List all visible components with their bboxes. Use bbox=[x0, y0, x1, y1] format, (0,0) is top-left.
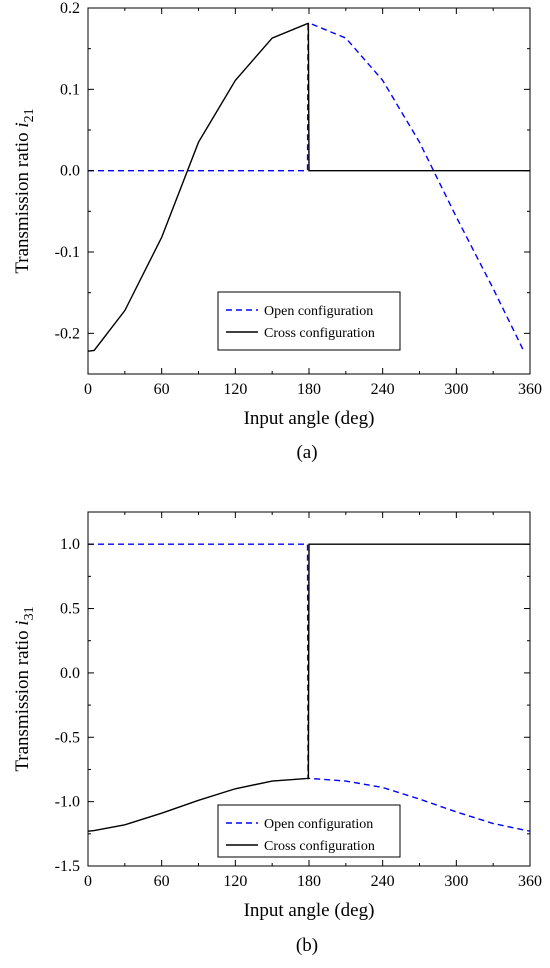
legend-box bbox=[217, 804, 401, 858]
legend-label: Cross configuration bbox=[264, 326, 375, 341]
y-axis-label-text: Transmission ratio bbox=[12, 128, 33, 274]
y-tick-label: -1.0 bbox=[55, 794, 80, 811]
x-tick-label: 120 bbox=[223, 381, 247, 398]
x-axis-label: Input angle (deg) bbox=[244, 408, 375, 429]
legend-label: Open configuration bbox=[264, 817, 373, 832]
y-tick-label: -1.5 bbox=[55, 858, 80, 875]
x-tick-label: 180 bbox=[297, 381, 321, 398]
legend-box bbox=[217, 291, 401, 351]
x-tick-label: 60 bbox=[154, 381, 170, 398]
x-tick-label: 60 bbox=[154, 873, 170, 890]
panel-caption: (a) bbox=[296, 442, 317, 463]
y-axis-label: Transmission ratio i21 bbox=[12, 108, 37, 273]
x-tick-label: 0 bbox=[84, 381, 92, 398]
y-tick-label: -0.5 bbox=[55, 729, 80, 746]
panel-a: 0 60 120 180 240 300 360 -0.2 -0.1 0.0 0.1 0.2 Input… bbox=[12, 0, 542, 463]
y-axis-label-subscript: 31 bbox=[22, 606, 37, 620]
y-tick-label: 0.0 bbox=[60, 665, 80, 682]
x-tick-label: 240 bbox=[371, 381, 395, 398]
y-tick-label: -0.2 bbox=[55, 325, 80, 342]
panel-b: 0 60 120 180 240 300 360 -1.5 -1.0 -0.5 0.0 0.5 1.0 I… bbox=[12, 511, 542, 956]
legend-label: Open configuration bbox=[264, 304, 373, 319]
series-line-cross bbox=[88, 22, 530, 352]
x-tick-label: 360 bbox=[518, 873, 542, 890]
x-tick-label: 300 bbox=[444, 381, 468, 398]
y-tick-label: -0.1 bbox=[55, 244, 80, 261]
x-tick-label: 300 bbox=[444, 873, 468, 890]
x-axis-label: Input angle (deg) bbox=[244, 900, 375, 921]
y-tick-label: 0.2 bbox=[60, 0, 80, 17]
series-line-cross bbox=[88, 543, 530, 832]
legend: Open configuration Cross configuration bbox=[217, 291, 401, 351]
y-axis-label-symbol: i bbox=[12, 620, 33, 625]
y-axis-label-subscript: 21 bbox=[22, 108, 37, 122]
x-tick-label: 240 bbox=[371, 873, 395, 890]
series-line-open bbox=[88, 22, 525, 352]
panel-caption: (b) bbox=[296, 935, 318, 956]
legend-label: Cross configuration bbox=[264, 839, 375, 854]
y-axis-label: Transmission ratio i31 bbox=[12, 606, 37, 771]
x-tick-label: 120 bbox=[223, 873, 247, 890]
y-tick-label: 0.5 bbox=[60, 601, 80, 618]
y-axis-label-symbol: i bbox=[12, 122, 33, 127]
legend: Open configuration Cross configuration bbox=[217, 804, 401, 858]
x-tick-label: 180 bbox=[297, 873, 321, 890]
y-tick-label: 0.0 bbox=[60, 163, 80, 180]
x-tick-label: 360 bbox=[518, 381, 542, 398]
x-tick-label: 0 bbox=[84, 873, 92, 890]
y-axis-label-text: Transmission ratio bbox=[12, 626, 33, 772]
y-tick-label: 0.1 bbox=[60, 81, 80, 98]
y-tick-label: 1.0 bbox=[60, 536, 80, 553]
